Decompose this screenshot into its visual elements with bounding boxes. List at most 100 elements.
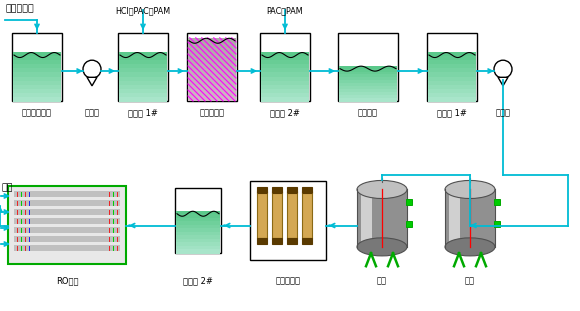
Bar <box>13 52 61 57</box>
Bar <box>14 209 120 215</box>
Bar <box>119 60 167 65</box>
Text: PAC、PAM: PAC、PAM <box>267 6 303 15</box>
Bar <box>13 93 61 97</box>
Bar <box>261 93 309 97</box>
Bar <box>338 33 398 101</box>
Bar <box>257 191 267 238</box>
Text: 低浓度调节池: 低浓度调节池 <box>22 108 52 117</box>
Bar <box>302 238 312 244</box>
Bar <box>272 191 282 238</box>
Bar <box>14 191 120 197</box>
Bar <box>188 69 236 75</box>
Text: 斜板沉定池: 斜板沉定池 <box>200 108 224 117</box>
Bar <box>14 227 120 233</box>
Bar <box>176 232 220 236</box>
Bar <box>188 48 236 54</box>
Bar <box>339 83 397 87</box>
Bar <box>339 86 397 90</box>
Bar <box>13 68 61 73</box>
Polygon shape <box>498 77 508 86</box>
Bar <box>119 93 167 97</box>
Bar <box>428 64 476 69</box>
Bar <box>339 72 397 75</box>
Bar <box>188 38 236 101</box>
Bar <box>13 72 61 77</box>
Bar <box>261 72 309 77</box>
Bar <box>188 64 236 70</box>
Bar <box>272 187 282 193</box>
Bar <box>13 64 61 69</box>
Bar <box>428 77 476 81</box>
Ellipse shape <box>357 180 407 198</box>
Bar <box>13 85 61 89</box>
Bar <box>12 33 62 101</box>
Bar <box>250 181 326 260</box>
Bar <box>176 246 220 250</box>
Text: 砂滤: 砂滤 <box>465 276 475 285</box>
Bar <box>176 218 220 222</box>
Bar <box>428 81 476 85</box>
Text: 低浓度废水: 低浓度废水 <box>6 4 35 13</box>
Bar <box>176 249 220 253</box>
Bar <box>261 56 309 61</box>
Bar <box>261 97 309 101</box>
Bar <box>261 81 309 85</box>
Bar <box>494 221 500 227</box>
Bar <box>287 187 297 193</box>
Bar <box>187 33 237 101</box>
Bar <box>119 52 167 57</box>
Ellipse shape <box>357 238 407 256</box>
Bar <box>261 77 309 81</box>
Circle shape <box>83 60 101 78</box>
Bar <box>449 189 460 247</box>
Bar <box>119 81 167 85</box>
Text: 超滤膜装置: 超滤膜装置 <box>276 276 300 285</box>
Bar <box>339 98 397 101</box>
Bar <box>339 69 397 72</box>
Bar <box>339 77 397 81</box>
Text: 回用: 回用 <box>2 183 13 192</box>
Bar <box>287 238 297 244</box>
Bar <box>175 188 221 253</box>
Bar <box>339 95 397 99</box>
Polygon shape <box>87 77 97 86</box>
Bar <box>188 53 236 59</box>
Text: HCl、PAC、PAM: HCl、PAC、PAM <box>115 6 171 15</box>
Bar <box>14 218 120 224</box>
Text: 中水池 1#: 中水池 1# <box>437 108 467 117</box>
Bar <box>428 85 476 89</box>
Bar <box>339 66 397 69</box>
Bar <box>188 38 236 44</box>
Ellipse shape <box>445 238 495 256</box>
Bar <box>14 236 120 242</box>
Bar <box>188 85 236 91</box>
Bar <box>339 89 397 93</box>
Bar <box>176 228 220 232</box>
Bar <box>119 64 167 69</box>
Bar <box>428 89 476 93</box>
Bar <box>357 189 407 247</box>
Bar <box>339 74 397 78</box>
Bar <box>119 68 167 73</box>
Text: 炭滤: 炭滤 <box>377 276 387 285</box>
Text: RO系统: RO系统 <box>56 276 78 285</box>
Bar <box>13 56 61 61</box>
Bar <box>119 72 167 77</box>
Bar <box>302 187 312 193</box>
Circle shape <box>494 60 512 78</box>
Bar <box>339 92 397 95</box>
Bar <box>188 75 236 81</box>
Bar <box>13 77 61 81</box>
Bar <box>119 56 167 61</box>
Bar <box>261 52 309 57</box>
Bar <box>428 97 476 101</box>
Bar <box>428 68 476 73</box>
Bar <box>261 64 309 69</box>
Bar <box>13 60 61 65</box>
Bar <box>428 56 476 61</box>
Bar <box>428 60 476 65</box>
Bar <box>14 200 120 206</box>
Bar <box>257 187 267 193</box>
Bar <box>427 33 477 101</box>
Bar <box>176 235 220 239</box>
